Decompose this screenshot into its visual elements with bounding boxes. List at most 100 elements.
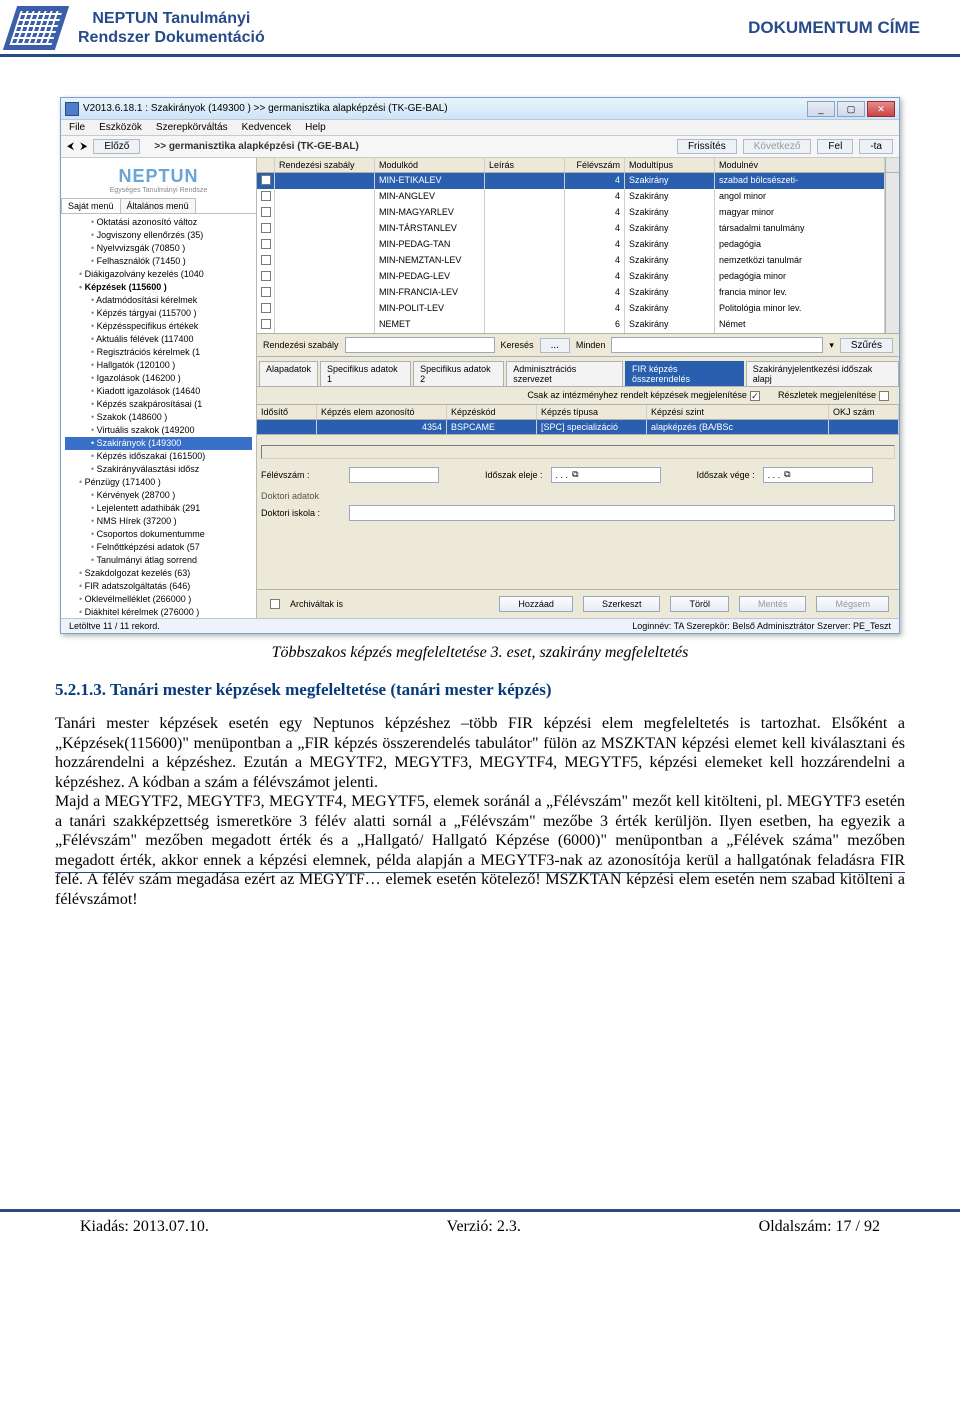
up-button[interactable]: Fel: [817, 139, 853, 154]
prev-button[interactable]: Előző: [93, 139, 140, 154]
table-row[interactable]: MIN-FRANCIA-LEV4Szakirányfrancia minor l…: [257, 285, 899, 301]
tree-item[interactable]: Virtuális szakok (149200: [65, 424, 252, 437]
menu-help[interactable]: Help: [305, 122, 326, 133]
ido-eleje-input[interactable]: . . . ⧉: [551, 467, 661, 483]
close-button[interactable]: ✕: [867, 101, 895, 117]
scol4[interactable]: Képzési szint: [647, 405, 829, 419]
scol1[interactable]: Képzés elem azonosító: [317, 405, 447, 419]
lower-tab[interactable]: Alapadatok: [259, 361, 318, 386]
tree-item[interactable]: Szakok (148600 ): [65, 411, 252, 424]
search-input-2[interactable]: [611, 337, 823, 353]
tree-item[interactable]: Diákigazolvány kezelés (1040: [65, 268, 252, 281]
tree-item[interactable]: Képzések (115600 ): [65, 281, 252, 294]
dropdown-icon[interactable]: ▾: [829, 340, 834, 351]
menu-file[interactable]: File: [69, 122, 85, 133]
tree-item[interactable]: Hallgatók (120100 ): [65, 359, 252, 372]
edit-button[interactable]: Szerkeszt: [583, 596, 661, 612]
left-tab-general[interactable]: Általános menü: [120, 198, 196, 213]
calendar-icon[interactable]: ⧉: [784, 469, 790, 480]
lower-tab[interactable]: Specifikus adatok 1: [320, 361, 411, 386]
tree-item[interactable]: Lejelentett adathibák (291: [65, 502, 252, 515]
tree-item[interactable]: Szakirányok (149300: [65, 437, 252, 450]
tree-item[interactable]: Igazolások (146200 ): [65, 372, 252, 385]
right-pane: Rendezési szabály Modulkód Leírás Félévs…: [257, 158, 899, 618]
tree-item[interactable]: Regisztrációs kérelmek (1: [65, 346, 252, 359]
tree-item[interactable]: Képzés tárgyai (115700 ): [65, 307, 252, 320]
calendar-icon[interactable]: ⧉: [572, 469, 578, 480]
tree-item[interactable]: Képzés szakpárosításai (1: [65, 398, 252, 411]
maximize-button[interactable]: ▢: [837, 101, 865, 117]
tree-item[interactable]: Tanulmányi átlag sorrend: [65, 554, 252, 567]
col-rendezesi[interactable]: Rendezési szabály: [275, 158, 375, 172]
table-row[interactable]: MIN-PEDAG-TAN4Szakiránypedagógia: [257, 237, 899, 253]
felevszam-input[interactable]: [349, 467, 439, 483]
table-row[interactable]: NEMET6SzakirányNémet: [257, 317, 899, 333]
col-modulkod[interactable]: Modulkód: [375, 158, 485, 172]
lower-tab[interactable]: FIR képzés összerendelés: [625, 361, 744, 386]
table-row[interactable]: MIN-MAGYARLEV4Szakiránymagyar minor: [257, 205, 899, 221]
tree-item[interactable]: Aktuális félévek (117400: [65, 333, 252, 346]
add-button[interactable]: Hozzáad: [499, 596, 573, 612]
left-tab-own[interactable]: Saját menü: [61, 198, 121, 213]
save-button[interactable]: Mentés: [739, 596, 807, 612]
tree-item[interactable]: Felnőttképzési adatok (57: [65, 541, 252, 554]
col-leiras[interactable]: Leírás: [485, 158, 565, 172]
tree-item[interactable]: Kiadott igazolások (14640: [65, 385, 252, 398]
lower-tab[interactable]: Adminisztrációs szervezet: [506, 361, 623, 386]
tree-item[interactable]: Felhasználók (71450 ): [65, 255, 252, 268]
tree-item[interactable]: Oktatási azonosító változ: [65, 216, 252, 229]
next-button[interactable]: Következő: [743, 139, 812, 154]
tree-item[interactable]: Jogviszony ellenőrzés (35): [65, 229, 252, 242]
back-icon[interactable]: ⮜: [67, 141, 74, 152]
table-row[interactable]: MIN-PEDAG-LEV4Szakiránypedagógia minor: [257, 269, 899, 285]
tree-item[interactable]: Szakdolgozat kezelés (63): [65, 567, 252, 580]
scol2[interactable]: Képzéskód: [447, 405, 537, 419]
table-row[interactable]: MIN-ETIKALEV4Szakirányszabad bölcsészeti…: [257, 173, 899, 189]
col-modulnev[interactable]: Modulnév: [715, 158, 885, 172]
scrollbar[interactable]: [261, 445, 895, 459]
ido-vege-input[interactable]: . . . ⧉: [763, 467, 873, 483]
sub-row[interactable]: 4354 BSPCAME [SPC] specializáció alapkép…: [257, 420, 899, 434]
tree-item[interactable]: Nyelvvizsgák (70850 ): [65, 242, 252, 255]
filter-button[interactable]: Szűrés: [840, 338, 893, 353]
search-input-1[interactable]: [345, 337, 495, 353]
tree-item[interactable]: Kérvények (28700 ): [65, 489, 252, 502]
lower-tab[interactable]: Specifikus adatok 2: [413, 361, 504, 386]
refresh-button[interactable]: Frissítés: [677, 139, 737, 154]
archival-checkbox[interactable]: [270, 599, 280, 609]
menu-roles[interactable]: Szerepkörváltás: [156, 122, 228, 133]
col-felevszam[interactable]: Félévszám: [565, 158, 625, 172]
lower-tab[interactable]: Szakirányjelentkezési időszak alapj: [746, 361, 899, 386]
cancel-button[interactable]: Mégsem: [816, 596, 889, 612]
tree-item[interactable]: Adatmódosítási kérelmek: [65, 294, 252, 307]
tree-item[interactable]: Oklevélmelléklet (266000 ): [65, 593, 252, 606]
minimize-button[interactable]: _: [807, 101, 835, 117]
menu-tools[interactable]: Eszközök: [99, 122, 142, 133]
tree-item[interactable]: FIR adatszolgáltatás (646): [65, 580, 252, 593]
tree-item[interactable]: Képzésspecifikus értékek: [65, 320, 252, 333]
table-row[interactable]: MIN-NEMZTAN-LEV4Szakiránynemzetközi tanu…: [257, 253, 899, 269]
tree-item[interactable]: Pénzügy (171400 ): [65, 476, 252, 489]
col-modultip[interactable]: Modultípus: [625, 158, 715, 172]
tree-item[interactable]: Szakirányválasztási idősz: [65, 463, 252, 476]
scol3[interactable]: Képzés típusa: [537, 405, 647, 419]
scol5[interactable]: OKJ szám: [829, 405, 899, 419]
menubar: File Eszközök Szerepkörváltás Kedvencek …: [61, 120, 899, 136]
search-dots-button[interactable]: ...: [540, 338, 570, 353]
table-row[interactable]: MIN-TÁRSTANLEV4Szakiránytársadalmi tanul…: [257, 221, 899, 237]
doktori-iskola-input[interactable]: [349, 505, 895, 521]
tree[interactable]: Oktatási azonosító változJogviszony elle…: [61, 214, 256, 618]
opt1-checkbox[interactable]: [750, 391, 760, 401]
delete-button[interactable]: Töröl: [670, 596, 729, 612]
fwd-icon[interactable]: ⮞: [80, 141, 87, 152]
tree-item[interactable]: Csoportos dokumentumme: [65, 528, 252, 541]
pin-button[interactable]: -ta: [859, 139, 893, 154]
opt2-checkbox[interactable]: [879, 391, 889, 401]
tree-item[interactable]: NMS Hírek (37200 ): [65, 515, 252, 528]
table-row[interactable]: MIN-POLIT-LEV4SzakirányPolitológia minor…: [257, 301, 899, 317]
menu-fav[interactable]: Kedvencek: [242, 122, 291, 133]
tree-item[interactable]: Képzés időszakai (161500): [65, 450, 252, 463]
scol0[interactable]: Idősítő: [257, 405, 317, 419]
table-row[interactable]: MIN-ANGLEV4Szakirányangol minor: [257, 189, 899, 205]
tree-item[interactable]: Diákhitel kérelmek (276000 ): [65, 606, 252, 618]
